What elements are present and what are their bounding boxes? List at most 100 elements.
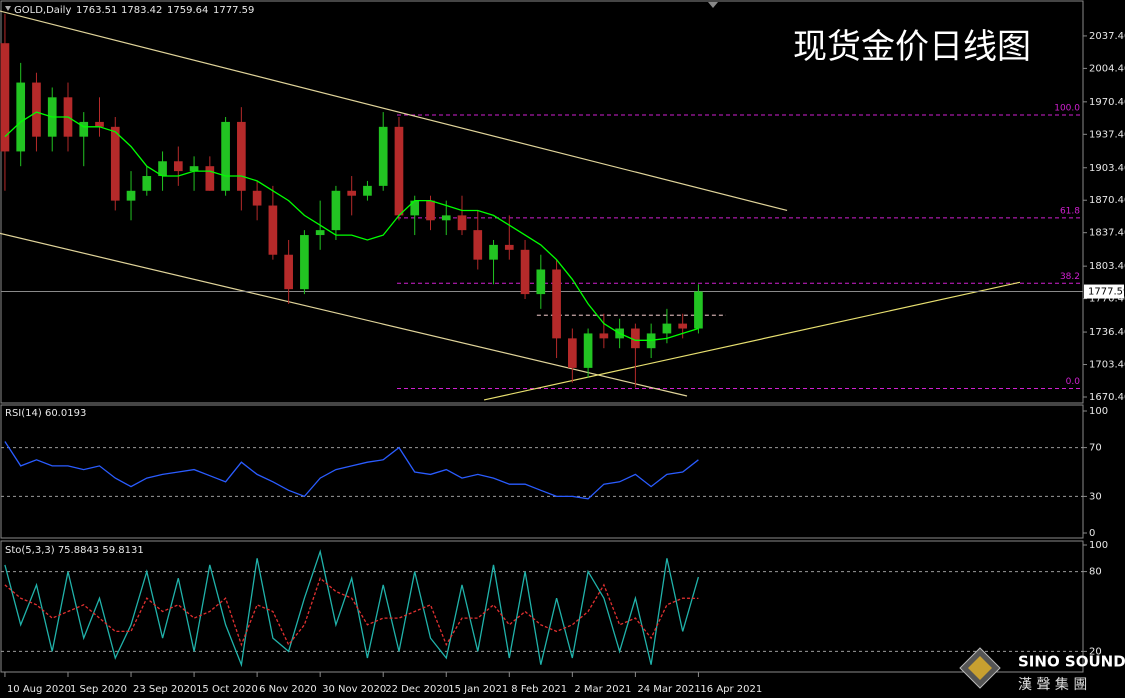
y-tick-label: 2037.40: [1089, 31, 1125, 42]
x-tick-label: 1 Sep 2020: [70, 684, 127, 695]
candle-body: [0, 43, 10, 152]
candle-body: [347, 190, 357, 196]
candle-body: [410, 200, 420, 216]
stochastic-main: [4, 549, 700, 668]
candle-body: [568, 338, 577, 368]
candle-body: [126, 190, 136, 201]
candle-body: [552, 269, 561, 339]
candle-body: [110, 126, 120, 201]
rsi-title: RSI(14) 60.0193: [5, 408, 86, 419]
x-tick-label: 24 Mar 2021: [637, 684, 700, 695]
candle-body: [599, 333, 609, 339]
y-tick-label: 1703.40: [1089, 360, 1125, 371]
candle-body: [394, 126, 404, 216]
x-tick-label: 10 Aug 2020: [7, 684, 71, 695]
y-tick-label: 1670.40: [1089, 392, 1125, 403]
candle-body: [662, 323, 672, 334]
y-tick-label: 80: [1089, 567, 1102, 578]
candle-body: [205, 166, 215, 191]
candle-body: [363, 185, 372, 196]
logo: SINO SOUND 漢 聲 集 團: [959, 647, 1125, 693]
y-tick-label: 20: [1089, 646, 1102, 657]
rsi-panel: [0, 404, 1084, 539]
candle-body: [520, 249, 530, 295]
candle-body: [189, 166, 199, 172]
fib-label: 100.0: [1054, 104, 1080, 114]
y-tick-label: 1937.40: [1089, 129, 1125, 140]
x-tick-label: 8 Feb 2021: [511, 684, 567, 695]
y-tick-label: 1803.40: [1089, 261, 1125, 272]
last-price-box: [1084, 284, 1124, 299]
candle-body: [95, 121, 104, 127]
low-value: 1759.64: [167, 5, 208, 16]
logo-name: SINO SOUND: [1018, 653, 1125, 671]
candle-body: [237, 121, 246, 191]
x-tick-label: 15 Jan 2021: [448, 684, 508, 695]
fib-label: 0.0: [1066, 377, 1081, 387]
fib-label: 38.2: [1060, 272, 1080, 282]
shift-marker: [708, 2, 718, 8]
rsi-line: [4, 441, 699, 500]
chart-title: 现货金价日线图: [793, 27, 1031, 67]
y-tick-label: 1970.40: [1089, 97, 1125, 108]
candle-body: [473, 230, 483, 260]
header-icon: [5, 6, 11, 11]
high-value: 1783.42: [121, 5, 162, 16]
y-tick-label: 2004.40: [1089, 63, 1125, 74]
candle-body: [441, 215, 451, 221]
close-value: 1777.59: [213, 5, 254, 16]
y-tick-label: 1903.40: [1089, 163, 1125, 174]
y-tick-label: 1770.40: [1089, 294, 1125, 305]
stochastic-title: Sto(5,3,3) 75.8843 59.8131: [5, 545, 144, 556]
candle-body: [142, 176, 152, 191]
candle-body: [631, 328, 640, 349]
x-tick-label: 16 Apr 2021: [700, 684, 762, 695]
candle-body: [583, 333, 593, 368]
trendline: [0, 10, 788, 212]
y-tick-label: 1736.40: [1089, 327, 1125, 338]
candle-body: [678, 323, 688, 329]
candle-body: [173, 161, 183, 172]
x-tick-label: 2 Mar 2021: [574, 684, 631, 695]
fib-label: 61.8: [1060, 206, 1080, 216]
candle-body: [284, 254, 293, 290]
candle-body: [221, 121, 230, 191]
y-tick-label: 1837.40: [1089, 228, 1125, 239]
y-tick-label: 1870.40: [1089, 195, 1125, 206]
x-tick-label: 30 Nov 2020: [322, 684, 386, 695]
x-tick-label: 22 Dec 2020: [385, 684, 449, 695]
y-tick-label: 70: [1089, 443, 1102, 454]
candle-body: [489, 244, 498, 260]
y-tick-label: 100: [1089, 406, 1108, 417]
candle-body: [426, 200, 435, 221]
candle-body: [79, 121, 89, 137]
candle-body: [694, 291, 703, 329]
candle-body: [536, 269, 546, 295]
candle-body: [268, 205, 278, 255]
candle-body: [300, 235, 309, 290]
candle-body: [158, 161, 167, 177]
candle-body: [504, 244, 514, 250]
trendline: [483, 281, 1021, 401]
stochastic-signal: [4, 577, 699, 647]
logo-mark: [968, 656, 992, 680]
x-tick-label: 6 Nov 2020: [259, 684, 317, 695]
candle-body: [252, 190, 262, 206]
logo-chinese: 漢 聲 集 團: [1018, 676, 1087, 693]
main-panel: [0, 0, 1084, 404]
last-price-label: 1777.59: [1088, 287, 1125, 298]
x-tick-label: 15 Oct 2020: [196, 684, 258, 695]
candle-body: [378, 126, 388, 186]
moving-average: [4, 111, 699, 341]
trendline: [0, 232, 688, 397]
symbol: GOLD,Daily: [14, 5, 71, 16]
open-value: 1763.51: [76, 5, 117, 16]
y-tick-label: 100: [1089, 540, 1108, 551]
x-tick-label: 23 Sep 2020: [133, 684, 196, 695]
candle-body: [331, 190, 341, 231]
y-tick-label: 0: [1089, 528, 1095, 539]
candle-body: [16, 82, 26, 152]
candle-body: [32, 82, 41, 137]
stochastic-panel: [0, 540, 1084, 673]
